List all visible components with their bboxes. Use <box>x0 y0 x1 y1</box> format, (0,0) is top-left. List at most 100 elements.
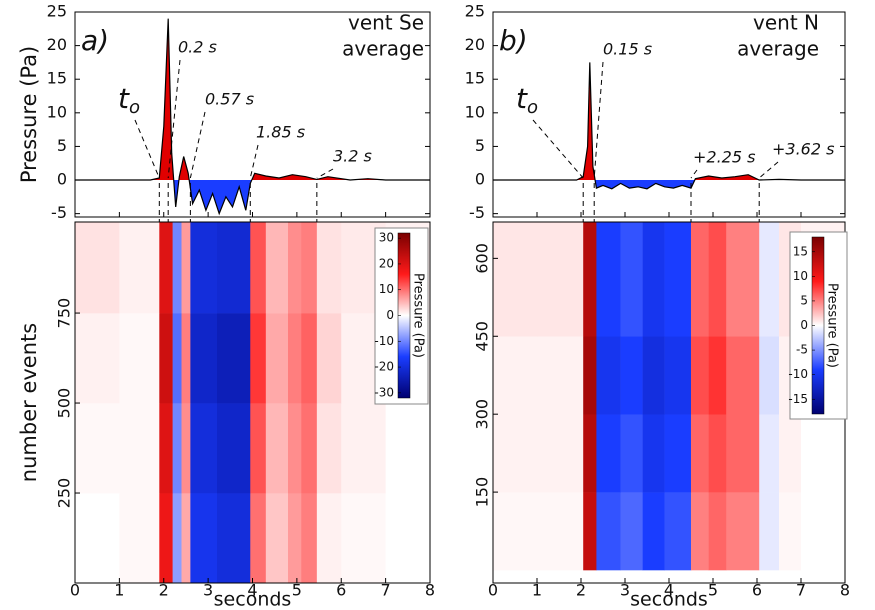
heat-cell <box>217 493 251 584</box>
y-axis-title: Pressure (Pa) <box>17 46 41 183</box>
heat-cell <box>583 414 597 493</box>
heat-cell <box>250 313 267 404</box>
heat-cell <box>583 336 597 415</box>
colorbar-tick-label: -10 <box>374 334 394 348</box>
heat-cell <box>664 222 692 337</box>
y-tick-label: 10 <box>465 102 485 121</box>
heat-cell <box>708 336 727 415</box>
heat-cell <box>759 222 780 337</box>
x-tick-label: 0 <box>488 581 498 600</box>
heat-cell <box>801 492 846 571</box>
heat-cell <box>385 403 431 494</box>
heat-cell <box>159 403 173 494</box>
heat-cell <box>265 222 289 314</box>
heat-cell <box>596 336 621 415</box>
marker-label-main: t <box>118 82 130 115</box>
heat-cell <box>642 222 665 337</box>
heat-cell <box>341 403 386 494</box>
x-tick-label: 6 <box>752 581 762 600</box>
x-tick-label: 2 <box>576 581 586 600</box>
heat-cell <box>217 222 251 314</box>
heat-cell <box>75 313 120 404</box>
heat-cell <box>642 492 665 571</box>
heat-cell <box>119 222 160 314</box>
heat-cell <box>801 414 846 493</box>
colorbar-tick-label: -10 <box>788 367 808 381</box>
heat-cell <box>691 336 709 415</box>
y-tick-label: 450 <box>473 321 492 352</box>
colorbar-tick-label: 30 <box>379 231 394 245</box>
y-tick-label: -5 <box>469 203 485 222</box>
marker-label: 0.15 s <box>603 40 652 59</box>
y-tick-label: 25 <box>465 2 485 21</box>
heat-cell <box>288 403 302 494</box>
heat-cell <box>537 414 584 493</box>
heat-cell <box>159 222 173 314</box>
marker-label: +3.62 s <box>772 140 834 159</box>
x-tick-label: 3 <box>620 581 630 600</box>
heat-cell <box>181 222 191 314</box>
x-tick-label: 1 <box>114 581 124 600</box>
heat-cell <box>190 313 218 404</box>
heat-cell <box>250 403 267 494</box>
y-tick-label: -5 <box>51 203 67 222</box>
colorbar-tick-label: 20 <box>379 256 394 270</box>
heat-cell <box>316 313 342 404</box>
x-tick-label: 8 <box>840 581 850 600</box>
heat-cell <box>691 414 709 493</box>
y-tick-label: 250 <box>55 478 74 509</box>
leader-line <box>532 119 584 179</box>
average-line <box>75 18 430 216</box>
leader-line <box>593 61 604 179</box>
heat-cell <box>75 493 120 584</box>
x-tick-label: 5 <box>708 581 718 600</box>
heat-cell <box>537 222 584 337</box>
heat-cell <box>119 313 160 404</box>
marker-label-sub: o <box>527 97 538 118</box>
heat-cell <box>779 492 802 571</box>
heat-cell <box>250 222 267 314</box>
colorbar-tick-label: 5 <box>800 293 808 307</box>
heat-cell <box>493 222 538 337</box>
heat-cell <box>691 222 709 337</box>
heat-cell <box>217 313 251 404</box>
x-tick-label: 7 <box>381 581 391 600</box>
y-tick-label: 500 <box>55 388 74 419</box>
colorbar-tick-label: -20 <box>374 360 394 374</box>
y-tick-label: 300 <box>473 399 492 430</box>
heat-cell <box>493 414 538 493</box>
x-tick-label: 8 <box>425 581 435 600</box>
heat-cell <box>759 414 780 493</box>
y-tick-label: 20 <box>465 35 485 54</box>
heat-cell <box>288 222 302 314</box>
x-tick-label: 3 <box>203 581 213 600</box>
heat-cell <box>288 313 302 404</box>
heat-cell <box>691 492 709 571</box>
colorbar-tick-label: -30 <box>374 385 394 399</box>
negative-area <box>493 180 845 189</box>
panel-title: average <box>342 37 424 61</box>
colorbar-tick-label: 15 <box>793 244 808 258</box>
marker-label-sub: o <box>129 97 140 118</box>
leader-line <box>249 144 259 179</box>
heat-cell <box>265 493 289 584</box>
x-tick-label: 7 <box>796 581 806 600</box>
marker-label: +2.25 s <box>693 148 755 167</box>
leader-line <box>316 168 334 179</box>
x-tick-label: 2 <box>159 581 169 600</box>
heat-cell <box>172 493 182 584</box>
heat-cell <box>159 313 173 404</box>
y-tick-label: 0 <box>57 170 67 189</box>
heat-cell <box>316 403 342 494</box>
leader-line <box>134 119 160 179</box>
panel-title: average <box>737 37 819 61</box>
heat-cell <box>759 336 780 415</box>
heat-cell <box>493 336 538 415</box>
panel-label: a) <box>81 24 109 57</box>
x-tick-label: 4 <box>247 581 257 600</box>
heat-cell <box>596 222 621 337</box>
heat-cell <box>726 414 760 493</box>
marker-label: 0.57 s <box>205 90 254 109</box>
heat-cell <box>537 492 584 571</box>
